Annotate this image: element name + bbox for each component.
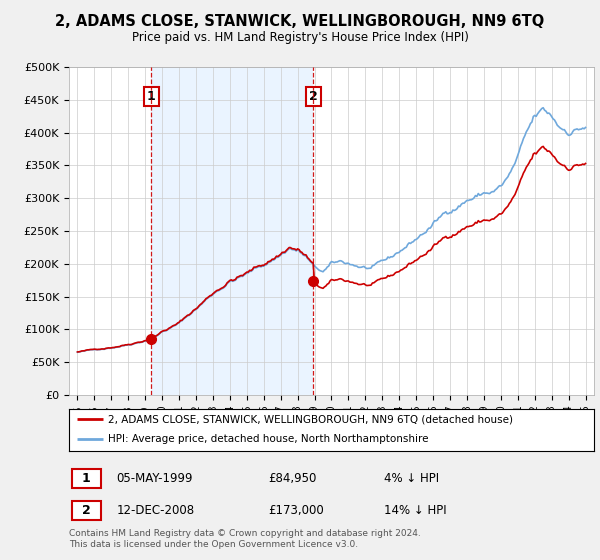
FancyBboxPatch shape (71, 501, 101, 520)
Text: £84,950: £84,950 (269, 472, 317, 485)
Text: 2: 2 (309, 90, 317, 103)
Text: £173,000: £173,000 (269, 504, 324, 517)
Bar (151, 67, 313, 395)
Text: HPI: Average price, detached house, North Northamptonshire: HPI: Average price, detached house, Nort… (109, 434, 429, 444)
Text: 2: 2 (82, 504, 91, 517)
Text: 14% ↓ HPI: 14% ↓ HPI (384, 504, 446, 517)
Text: 2, ADAMS CLOSE, STANWICK, WELLINGBOROUGH, NN9 6TQ (detached house): 2, ADAMS CLOSE, STANWICK, WELLINGBOROUGH… (109, 414, 514, 424)
Text: 05-MAY-1999: 05-MAY-1999 (116, 472, 193, 485)
Text: 2, ADAMS CLOSE, STANWICK, WELLINGBOROUGH, NN9 6TQ: 2, ADAMS CLOSE, STANWICK, WELLINGBOROUGH… (55, 14, 545, 29)
FancyBboxPatch shape (71, 469, 101, 488)
Text: 4% ↓ HPI: 4% ↓ HPI (384, 472, 439, 485)
Text: Contains HM Land Registry data © Crown copyright and database right 2024.
This d: Contains HM Land Registry data © Crown c… (69, 529, 421, 549)
Text: 1: 1 (147, 90, 155, 103)
Text: 1: 1 (82, 472, 91, 485)
Text: 12-DEC-2008: 12-DEC-2008 (116, 504, 194, 517)
Text: Price paid vs. HM Land Registry's House Price Index (HPI): Price paid vs. HM Land Registry's House … (131, 31, 469, 44)
